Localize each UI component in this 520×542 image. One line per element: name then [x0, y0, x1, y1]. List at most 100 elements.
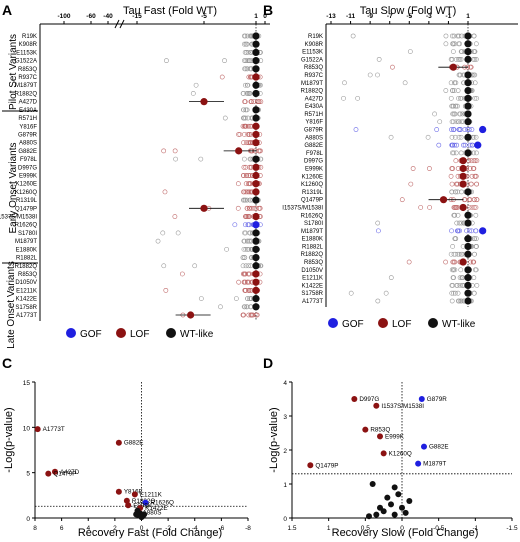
panel-b-replicate — [459, 220, 464, 226]
panel-a-title: Tau Fast (Fold WT) — [123, 5, 217, 17]
panel-b-replicate — [471, 290, 477, 296]
panel-a-row-label: S1780I — [18, 231, 37, 237]
panel-b-row-label: E1211K — [302, 276, 323, 282]
panel-b-replicate — [452, 41, 458, 47]
panel-b-replicate — [468, 181, 474, 187]
panel-a-replicate — [162, 189, 168, 195]
panel-a-replicate — [160, 230, 166, 236]
panel-a-replicate — [246, 238, 252, 244]
panel-a-replicate — [244, 238, 250, 244]
panel-b-mean-marker — [479, 125, 487, 134]
panel-a-mean-marker — [252, 57, 260, 65]
panel-a-replicate — [247, 296, 252, 301]
panel-a-replicate — [245, 296, 250, 301]
panel-b-replicate — [407, 49, 413, 54]
panel-b-mean-marker — [464, 133, 472, 141]
panel-b-row-label: R1882Q — [301, 252, 324, 258]
panel-d-point — [402, 509, 409, 516]
panel-b-replicate — [472, 80, 478, 86]
panel-b-replicate — [449, 33, 455, 39]
panel-b-replicate — [471, 158, 477, 164]
panel-d-y-tick-label: 2 — [283, 448, 287, 455]
panel-b-replicate — [452, 259, 458, 265]
panel-d-point-label: R853Q — [370, 427, 390, 434]
panel-a-replicate — [254, 99, 260, 105]
legend-a-lof-label: LOF — [130, 329, 149, 340]
panel-b-replicate — [436, 142, 442, 148]
panel-a-row-label: K1260E — [16, 182, 37, 188]
panel-b-mean-marker — [459, 157, 467, 165]
panel-b-replicate — [399, 197, 405, 203]
panel-b-mean-marker — [464, 235, 472, 243]
panel-a-replicate — [198, 156, 204, 162]
panel-b-replicate — [462, 142, 468, 148]
panel-c-xlabel: Recovery Fast (Fold Change) — [78, 527, 222, 539]
panel-a-row-label: E1153K — [16, 50, 37, 56]
panel-a-replicate — [242, 287, 248, 293]
panel-b-row-label: R853Q — [304, 65, 323, 71]
panel-b-row-label: F978L — [306, 151, 324, 157]
panel-c-point-label: K1422E — [145, 505, 167, 512]
panel-b-mean-marker — [464, 289, 472, 297]
panel-b-replicate — [454, 181, 460, 187]
panel-b-replicate — [461, 142, 466, 148]
panel-a-replicate — [241, 164, 247, 170]
panel-a-row-label: K1422E — [16, 297, 37, 303]
panel-b-replicate — [453, 158, 459, 164]
panel-b-row-label: D1050V — [301, 268, 323, 274]
panel-d-point-label: M1879T — [423, 461, 446, 468]
panel-d-point — [307, 462, 314, 469]
panel-a-mean-marker — [252, 122, 260, 130]
axis-break-mark — [114, 19, 120, 29]
panel-d-point-label: G879R — [427, 396, 447, 403]
panel-a-replicate — [245, 115, 251, 121]
panel-b-mean-marker — [464, 242, 472, 251]
panel-letter-a: A — [2, 2, 12, 18]
panel-b-replicate — [457, 127, 462, 132]
panel-a-replicate — [242, 279, 248, 285]
panel-b-replicate — [443, 41, 449, 47]
panel-c-x-tick-label: 0 — [140, 525, 144, 532]
panel-a-replicate — [218, 304, 223, 310]
panel-b-replicate — [449, 119, 455, 125]
panel-c-plot: 8 6 4 2 0 -2 -4 -6 -8 0 5 10 15 A1773T G882E A427DQ1479… — [23, 380, 252, 532]
panel-c-point-label: A1773T — [43, 426, 65, 433]
legend-a-wt-marker — [166, 328, 176, 338]
panel-b-row-label: Q1479P — [301, 198, 323, 204]
panel-b-row-label: R571H — [304, 112, 323, 118]
panel-b-plot: -13 -11 -9 -7 -5 -3 -1 1R19KK908RE1153KG1522AR8… — [282, 13, 518, 307]
panel-b-replicate — [471, 134, 477, 140]
panel-a-row-label: R1882Q — [15, 264, 38, 270]
panel-b-replicate — [427, 205, 433, 210]
panel-a-replicate — [222, 115, 228, 121]
panel-a-row-label: A427D — [19, 100, 38, 106]
panel-d-point — [377, 433, 383, 440]
panel-d-x-tick-label: -1.5 — [506, 525, 518, 532]
panel-a-replicate — [193, 82, 199, 88]
panel-a-mean-marker — [200, 98, 208, 106]
panel-b-replicate — [467, 166, 473, 171]
panel-a-replicate — [251, 99, 256, 105]
panel-d-point — [362, 426, 369, 433]
panel-a-mean-marker — [252, 188, 260, 196]
panel-a-mean-marker — [252, 245, 260, 253]
panel-a-replicate — [241, 246, 247, 252]
panel-a-x-tick-label: -15 — [132, 13, 142, 20]
panel-b-row-label: R1882Q — [301, 89, 324, 95]
panel-a-replicate — [224, 246, 230, 252]
panel-b-replicate — [449, 56, 455, 62]
panel-a-mean-marker — [252, 48, 260, 57]
panel-a-mean-marker — [252, 237, 260, 245]
panel-a-replicate — [242, 33, 247, 39]
panel-a-replicate — [242, 50, 248, 55]
panel-a-row-label: E1211K — [16, 288, 37, 294]
panel-b-replicate — [449, 267, 455, 273]
panel-d-point — [369, 481, 376, 487]
panel-a-row-label: A1773T — [16, 313, 37, 319]
legend-b-gof-marker — [328, 318, 338, 328]
panel-b-replicate — [453, 150, 459, 156]
panel-a-replicate — [247, 132, 252, 137]
panel-b-replicate — [453, 103, 459, 109]
panel-b-replicate — [427, 166, 432, 171]
